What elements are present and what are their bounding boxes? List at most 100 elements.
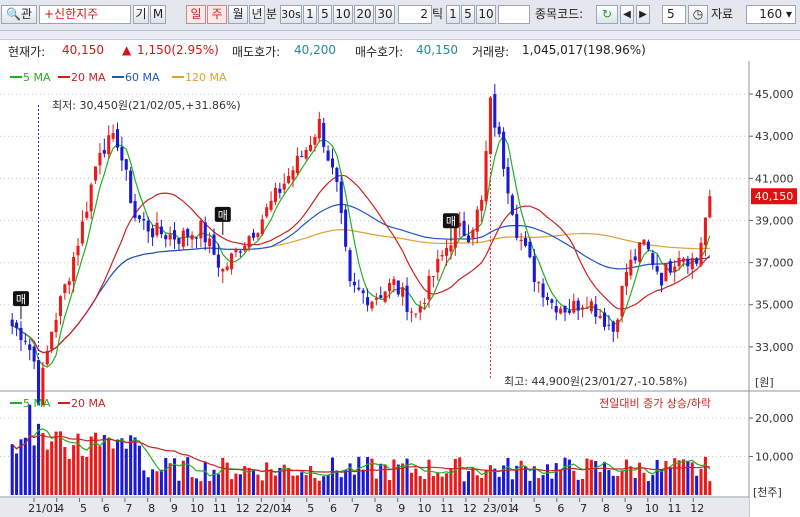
- data-count-select[interactable]: 160 ▾: [746, 5, 796, 24]
- candle-body-33: [155, 222, 159, 236]
- candle-83: [374, 292, 378, 306]
- gi-button[interactable]: 기: [133, 5, 149, 24]
- stock-name-input[interactable]: +신한지주: [39, 5, 131, 24]
- candle-body-9: [50, 331, 54, 350]
- minute-1-button[interactable]: 1: [303, 5, 317, 24]
- candle-91: [409, 307, 413, 323]
- candle-18: [89, 182, 93, 220]
- candle-body-4: [28, 344, 32, 351]
- y-tick-label-0: 33,000: [755, 341, 794, 354]
- candle-body-111: [497, 126, 501, 135]
- volume-bar-32: [151, 469, 155, 495]
- tick-10-button[interactable]: 10: [476, 5, 496, 24]
- buy-marker-label-1: 매: [218, 209, 228, 222]
- volume-bar-126: [563, 457, 567, 495]
- prev-arrow-button[interactable]: ◀: [620, 5, 634, 24]
- candle-77: [348, 247, 352, 287]
- legend-ma20: 20 MA: [71, 71, 106, 84]
- volume-bar-76: [344, 469, 348, 495]
- volume-bar-43: [199, 481, 203, 495]
- price-legend: 5 MA 20 MA 60 MA 120 MA: [10, 71, 227, 84]
- candle-27: [129, 167, 133, 204]
- volume-bar-73: [330, 457, 335, 495]
- volume-bar-101: [453, 458, 457, 495]
- candle-42: [194, 236, 199, 249]
- candle-body-116: [519, 239, 523, 242]
- volume-bar-0: [10, 444, 14, 495]
- candle-105: [471, 227, 475, 246]
- refresh-button[interactable]: ↻: [596, 5, 618, 24]
- x-label-12: 5: [307, 502, 314, 515]
- candle-body-97: [436, 258, 440, 273]
- candle-4: [28, 338, 32, 361]
- minute-select[interactable]: 30s: [280, 5, 302, 24]
- minute-30-button[interactable]: 30: [375, 5, 395, 24]
- volume-bar-2: [19, 439, 23, 495]
- tick-1-button[interactable]: 1: [446, 5, 460, 24]
- candle-body-96: [431, 276, 435, 278]
- buy-marker-box-2: [442, 213, 459, 229]
- candle-body-3: [23, 340, 27, 342]
- left-arrow-icon: ◀: [623, 9, 631, 20]
- volume-y-tick-label-0: 10,000: [755, 451, 794, 464]
- tick-5-button[interactable]: 5: [461, 5, 475, 24]
- m-button[interactable]: M: [150, 5, 166, 24]
- change-value: 1,150(2.95%): [137, 43, 219, 57]
- volume-bar-11: [58, 431, 62, 495]
- period-year-tab[interactable]: 년: [249, 5, 265, 24]
- period-week-tab[interactable]: 주: [207, 5, 227, 24]
- volume-bar-52: [238, 474, 242, 495]
- candle-33: [155, 211, 159, 238]
- step-input[interactable]: 5: [662, 5, 686, 24]
- candle-body-19: [94, 166, 98, 181]
- volume-bar-134: [598, 471, 602, 495]
- candle-body-35: [164, 235, 168, 240]
- volume-bar-25: [120, 438, 124, 495]
- volume-bar-132: [589, 459, 593, 495]
- volume-bar-61: [278, 467, 282, 495]
- candle-body-42: [194, 237, 199, 239]
- candle-body-122: [545, 296, 550, 300]
- volume-bar-130: [581, 478, 585, 495]
- candle-59: [269, 191, 273, 212]
- candle-body-57: [260, 219, 264, 235]
- volume-bar-139: [620, 470, 624, 495]
- clock-button[interactable]: ◷: [688, 5, 708, 24]
- candle-71: [322, 117, 326, 153]
- minute-20-button[interactable]: 20: [354, 5, 374, 24]
- y-tick-label-2: 37,000: [755, 257, 794, 270]
- candle-body-8: [45, 350, 49, 365]
- candle-135: [602, 307, 607, 331]
- candle-35: [164, 233, 168, 248]
- volume-bar-20: [98, 446, 102, 495]
- volume-bar-124: [554, 463, 558, 495]
- x-label-18: 11: [440, 502, 454, 515]
- candle-body-10: [54, 319, 58, 333]
- candle-115: [515, 204, 519, 241]
- candle-body-131: [585, 307, 589, 309]
- stock-search-button[interactable]: 🔍관: [1, 5, 37, 24]
- candle-58: [265, 203, 269, 219]
- tick-label: 틱: [432, 7, 444, 21]
- candle-119: [532, 248, 536, 292]
- candle-body-69: [313, 136, 317, 145]
- period-month-tab[interactable]: 월: [228, 5, 248, 24]
- minute-10-button[interactable]: 10: [333, 5, 353, 24]
- candle-body-127: [567, 310, 571, 313]
- candle-body-150: [668, 261, 672, 273]
- candle-0: [10, 313, 14, 335]
- volume-bar-158: [703, 456, 707, 495]
- minute-5-button[interactable]: 5: [318, 5, 332, 24]
- volume-bar-89: [401, 463, 405, 495]
- next-arrow-button[interactable]: ▶: [636, 5, 650, 24]
- tick-value-field[interactable]: [498, 5, 530, 24]
- period-day-tab[interactable]: 일: [186, 5, 206, 24]
- volume-bar-28: [133, 437, 137, 495]
- candle-22: [107, 125, 111, 159]
- candle-13: [67, 277, 71, 295]
- tick-input[interactable]: 2: [398, 5, 432, 24]
- buy-marker-box-1: [214, 206, 231, 222]
- candle-body-105: [471, 229, 475, 239]
- volume-bar-123: [550, 478, 554, 495]
- candle-15: [76, 238, 80, 266]
